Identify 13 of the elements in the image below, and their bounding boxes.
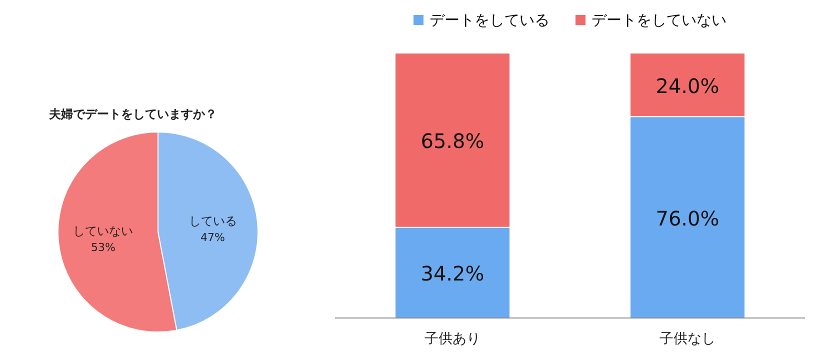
x-tick-label: 子供なし bbox=[660, 331, 716, 347]
data-label: 24.0% bbox=[656, 74, 720, 98]
data-label: 47% bbox=[200, 230, 225, 244]
slice-label: していない bbox=[73, 224, 134, 238]
data-label: 65.8% bbox=[420, 129, 484, 154]
data-label: 76.0% bbox=[656, 206, 720, 230]
legend-label: デートをしていない bbox=[592, 11, 726, 29]
slice-label: している bbox=[188, 214, 237, 228]
data-label: 34.2% bbox=[420, 262, 484, 286]
legend-label: デートをしている bbox=[430, 11, 550, 29]
x-tick-label: 子供あり bbox=[424, 331, 480, 347]
chart-title: 夫婦でデートをしていますか？ bbox=[48, 107, 217, 121]
data-label: 53% bbox=[91, 241, 116, 254]
